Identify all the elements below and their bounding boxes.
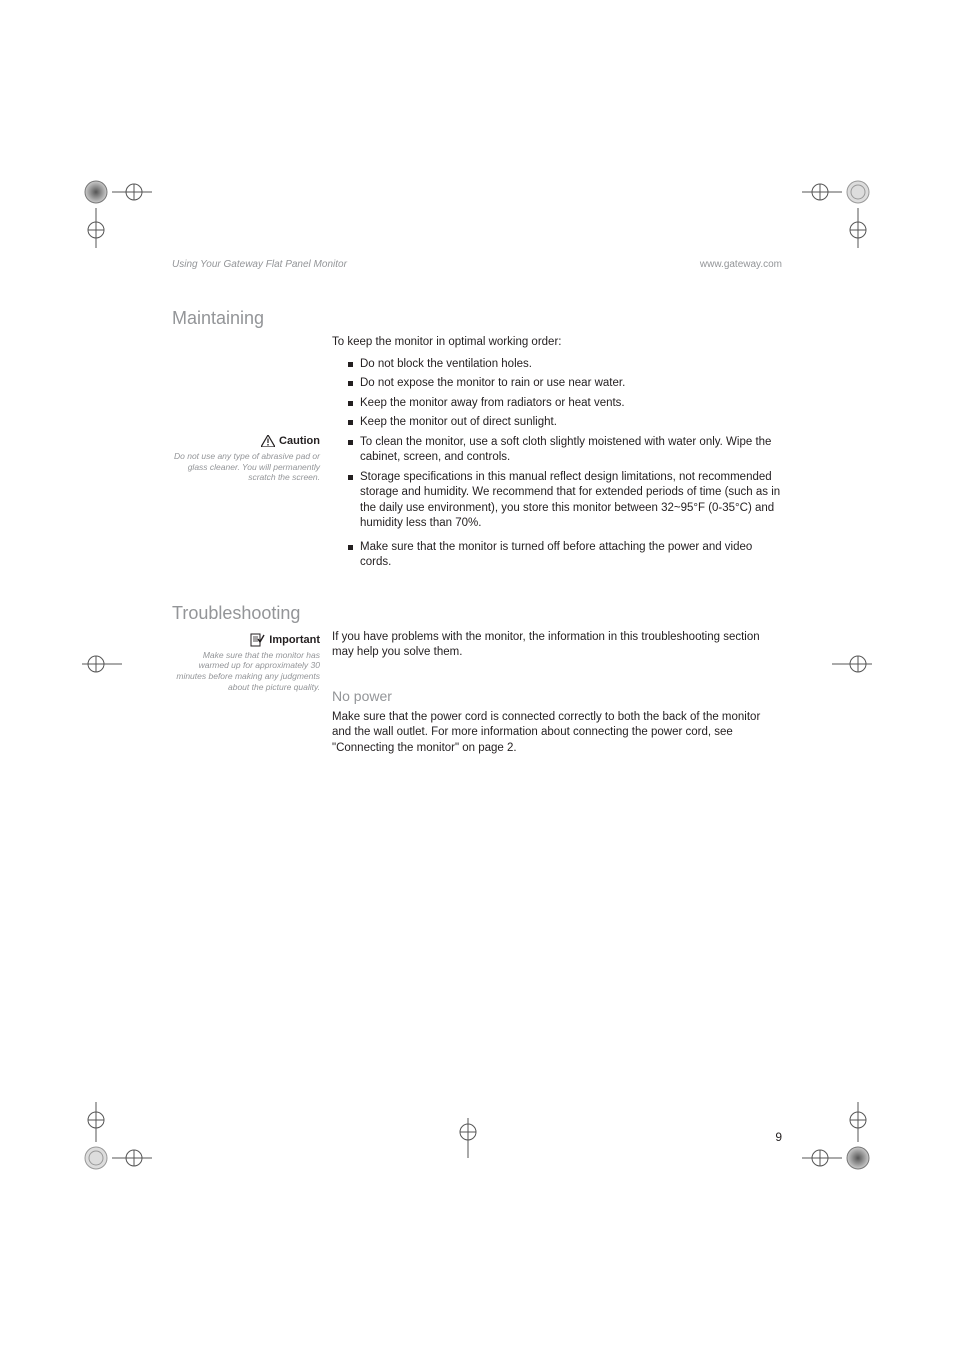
crop-mark-bottom-center	[448, 1118, 488, 1158]
page-number: 9	[775, 1130, 782, 1144]
troubleshooting-intro: If you have problems with the monitor, t…	[332, 630, 782, 661]
caution-text: Do not use any type of abrasive pad or g…	[172, 451, 320, 483]
crop-mark-mid-right	[832, 650, 872, 690]
checklist-icon	[249, 633, 265, 647]
troubleshooting-main: If you have problems with the monitor, t…	[332, 630, 782, 762]
section-troubleshooting-body: Important Make sure that the monitor has…	[172, 630, 782, 762]
caution-label: Caution	[279, 435, 320, 447]
caution-callout-title: Caution	[261, 435, 320, 447]
crop-mark-bottom-right	[802, 1102, 872, 1172]
maintaining-list: Do not block the ventilation holes. Do n…	[332, 357, 782, 571]
section-maintaining-body: Caution Do not use any type of abrasive …	[172, 335, 782, 575]
sub-title-no-power: No power	[332, 687, 782, 706]
crop-mark-mid-left	[82, 650, 122, 690]
section-title-maintaining: Maintaining	[172, 308, 782, 329]
no-power-body: Make sure that the power cord is connect…	[332, 710, 782, 757]
maintaining-intro: To keep the monitor in optimal working o…	[332, 335, 782, 351]
header-title: Using Your Gateway Flat Panel Monitor	[172, 259, 347, 270]
list-item: Storage specifications in this manual re…	[348, 470, 782, 532]
page: Using Your Gateway Flat Panel Monitor ww…	[0, 0, 954, 1350]
running-header: Using Your Gateway Flat Panel Monitor ww…	[172, 259, 782, 270]
crop-mark-top-right	[802, 178, 872, 248]
list-item: Do not block the ventilation holes.	[348, 357, 782, 373]
important-callout: Important Make sure that the monitor has…	[172, 630, 332, 693]
maintaining-main: To keep the monitor in optimal working o…	[332, 335, 782, 575]
caution-callout: Caution Do not use any type of abrasive …	[172, 335, 332, 483]
list-item: To clean the monitor, use a soft cloth s…	[348, 435, 782, 466]
important-callout-title: Important	[249, 633, 320, 647]
crop-mark-top-left	[82, 178, 152, 248]
important-text: Make sure that the monitor has warmed up…	[172, 650, 320, 693]
caution-icon	[261, 435, 275, 447]
header-url: www.gateway.com	[700, 259, 782, 270]
crop-mark-bottom-left	[82, 1102, 152, 1172]
section-title-troubleshooting: Troubleshooting	[172, 603, 782, 624]
list-item: Do not expose the monitor to rain or use…	[348, 376, 782, 392]
list-item: Make sure that the monitor is turned off…	[348, 540, 782, 571]
important-label: Important	[269, 634, 320, 646]
list-item: Keep the monitor out of direct sunlight.	[348, 415, 782, 431]
list-item: Keep the monitor away from radiators or …	[348, 396, 782, 412]
content-area: Maintaining Caution Do not use any type …	[172, 300, 782, 762]
